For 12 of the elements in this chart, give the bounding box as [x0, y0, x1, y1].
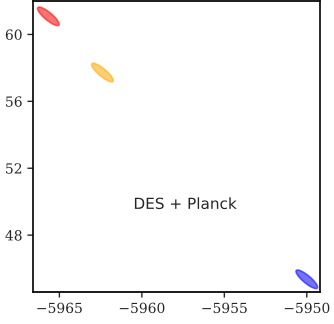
point: [36, 6, 60, 27]
x-tick-label: −5960: [120, 302, 164, 314]
point: [90, 62, 114, 83]
x-tick-label: −5955: [202, 302, 247, 314]
annotation: DES + Planck: [134, 197, 237, 210]
y-tick-label: 48: [5, 230, 22, 241]
x-tick-label: −5950: [284, 302, 330, 314]
x-tick-label: −5965: [37, 302, 82, 314]
y-tick-label: 52: [6, 163, 22, 174]
y-tick-label: 60: [6, 29, 22, 40]
y-tick-label: 56: [6, 96, 22, 107]
point: [295, 269, 318, 290]
